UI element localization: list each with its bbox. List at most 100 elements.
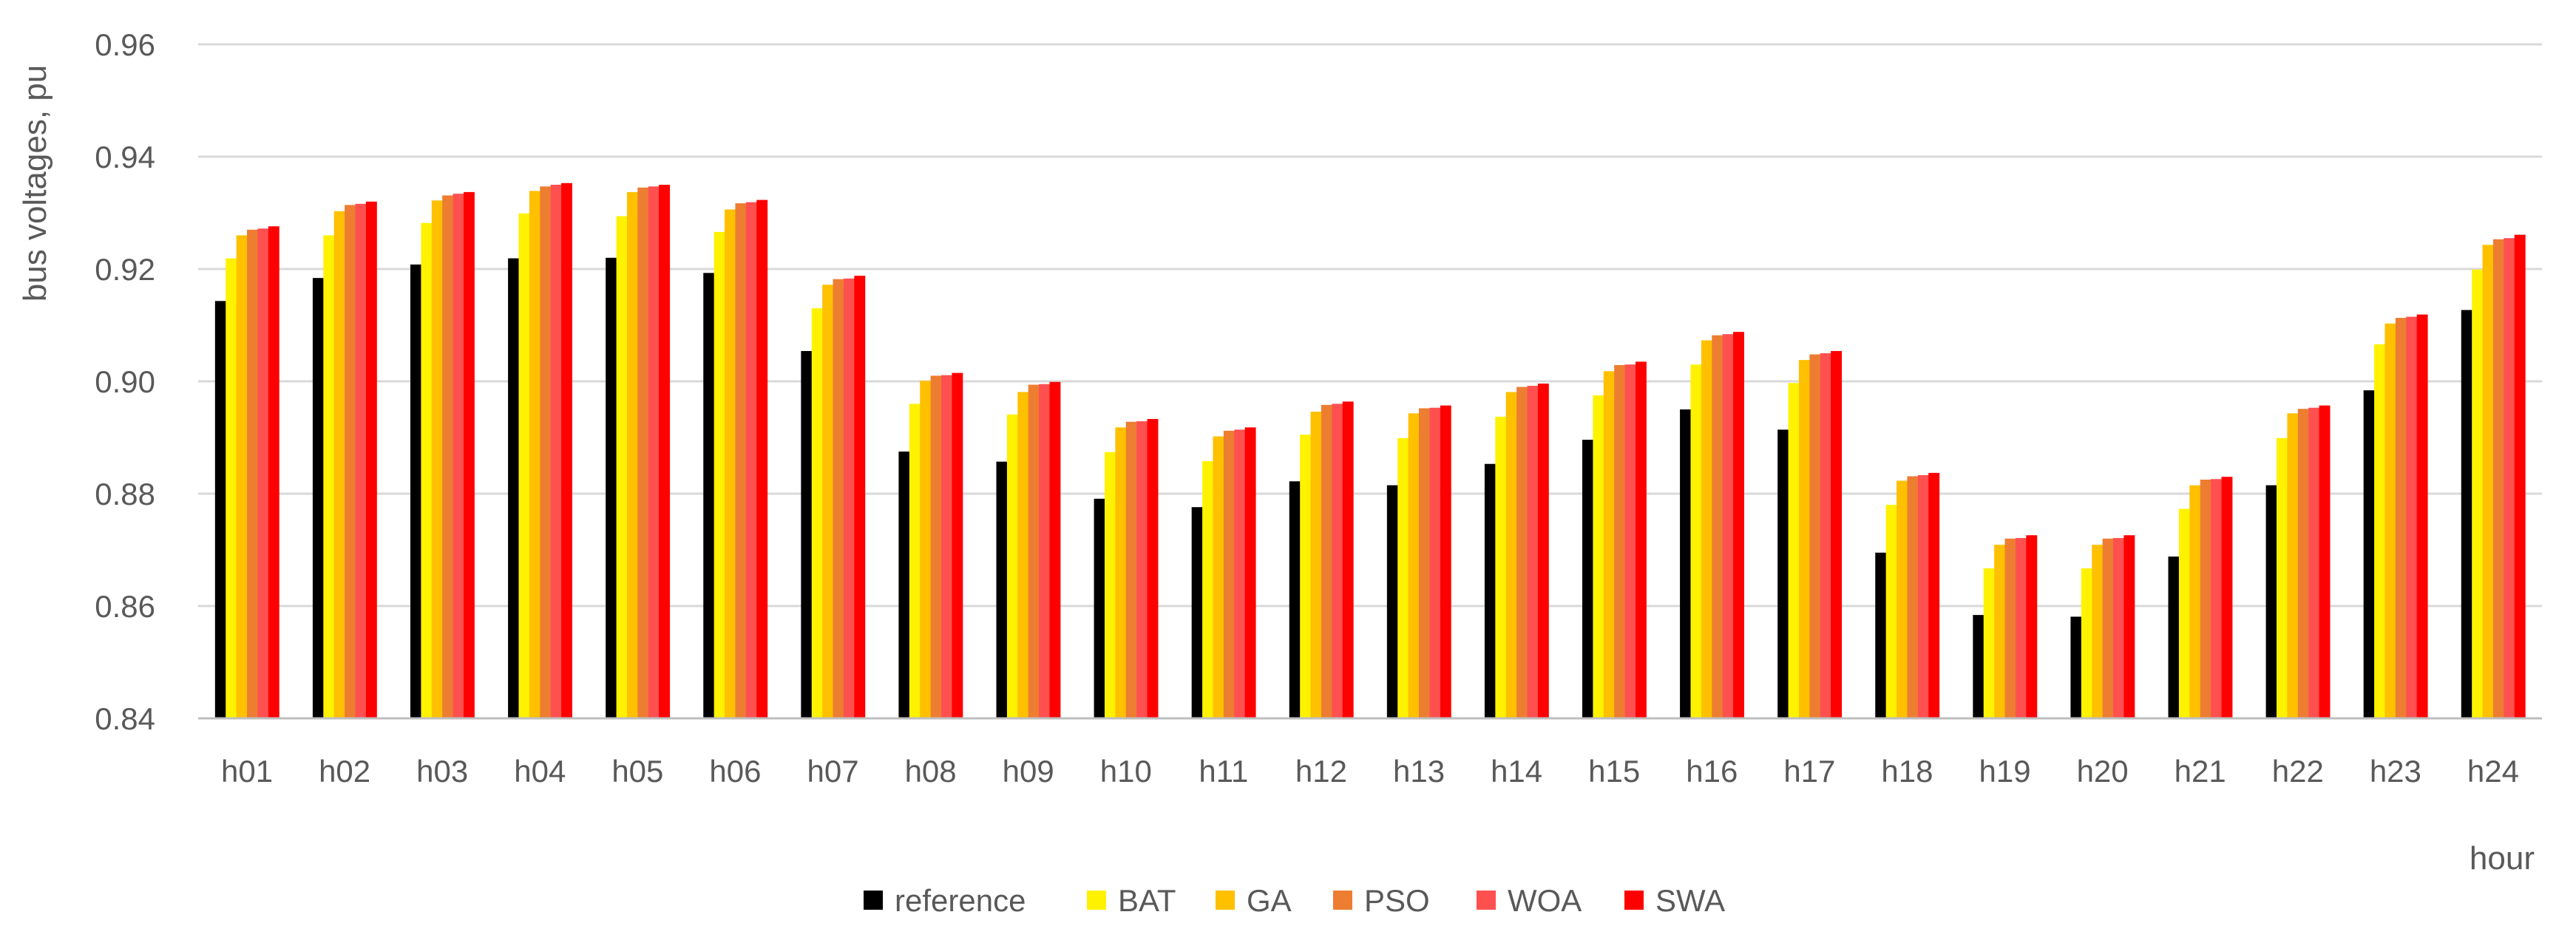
bar-bat-h11 [1202,460,1213,718]
x-tick-label: h20 [2077,754,2129,789]
bar-bat-h03 [421,222,433,718]
bar-bat-h17 [1788,383,1800,718]
bar-reference-h17 [1777,429,1789,718]
bar-reference-h09 [996,461,1008,718]
bar-reference-h01 [214,301,226,718]
bar-bat-h18 [1885,505,1897,718]
bar-woa-h05 [648,186,660,718]
legend-label-ga: GA [1247,883,1292,918]
bar-swa-h03 [464,191,475,718]
legend-label-swa: SWA [1655,883,1725,918]
bar-swa-h13 [1440,405,1451,718]
bar-woa-h24 [2504,238,2515,718]
bar-reference-h04 [508,258,519,718]
bar-bat-h07 [811,308,823,718]
legend-swatch-pso [1333,891,1352,910]
bar-reference-h03 [410,264,421,718]
bar-swa-h23 [2416,314,2428,718]
bar-ga-h20 [2092,545,2104,718]
bar-pso-h14 [1516,387,1528,718]
bar-reference-h14 [1484,463,1496,718]
bar-woa-h06 [745,202,757,718]
bar-bat-h19 [1983,568,1995,718]
bar-swa-h04 [561,183,572,719]
y-tick-labels: 0.84 0.86 0.88 0.90 0.92 0.94 0.96 [95,27,155,736]
x-tick-label: h16 [1686,754,1738,789]
bar-pso-h02 [345,205,356,718]
bar-reference-h20 [2070,616,2082,718]
bar-swa-h09 [1049,381,1061,718]
legend-swatch-bat [1087,891,1106,910]
legend-label-pso: PSO [1364,883,1430,918]
bar-pso-h12 [1321,404,1332,718]
bar-swa-h16 [1733,332,1744,718]
bar-woa-h13 [1429,407,1441,718]
bar-ga-h10 [1115,427,1127,718]
bar-reference-h16 [1680,409,1691,718]
bar-ga-h14 [1505,392,1517,718]
y-tick-label: 0.94 [95,140,155,174]
bar-ga-h24 [2482,245,2494,718]
bar-pso-h24 [2492,239,2504,719]
bar-bat-h02 [323,235,335,718]
bar-bat-h01 [226,258,237,718]
bar-bat-h14 [1495,416,1507,718]
x-tick-label: h21 [2175,754,2226,789]
y-tick-label: 0.86 [95,589,155,624]
bar-woa-h09 [1039,384,1051,718]
bar-ga-h04 [529,191,540,718]
bar-reference-h18 [1875,552,1887,718]
bar-ga-h12 [1310,412,1322,718]
bar-reference-h21 [2168,556,2180,718]
bar-reference-h24 [2461,310,2472,719]
bar-ga-h17 [1798,360,1810,718]
bar-swa-h08 [952,372,963,718]
bar-pso-h05 [637,187,649,719]
x-tick-label: h05 [611,754,663,789]
bar-pso-h22 [2297,409,2309,718]
bar-bat-h06 [714,231,725,719]
bar-reference-h13 [1386,485,1398,718]
bar-ga-h02 [333,211,345,719]
bar-woa-h10 [1136,421,1148,718]
x-tick-label: h04 [514,754,566,789]
bar-swa-h24 [2514,234,2526,718]
bar-bat-h12 [1300,435,1312,718]
bar-bat-h04 [518,213,530,718]
bar-ga-h11 [1213,436,1224,718]
x-tick-label: h11 [1199,754,1248,789]
bar-ga-h18 [1897,480,1908,718]
bar-woa-h15 [1624,364,1636,718]
x-tick-label: h17 [1783,754,1835,789]
legend-swatch-woa [1477,891,1496,910]
x-tick-label: h07 [807,754,859,789]
x-tick-label: h10 [1100,754,1152,789]
legend-swatch-swa [1624,891,1644,910]
bar-woa-h14 [1527,386,1539,718]
bar-ga-h05 [626,191,638,718]
bar-swa-h18 [1928,472,1940,718]
bar-swa-h07 [854,276,866,718]
bar-ga-h19 [1994,545,2006,718]
bar-woa-h01 [257,228,269,718]
bar-pso-h09 [1028,384,1040,718]
bar-swa-h01 [268,226,279,718]
y-axis-title: bus voltages, pu [17,65,53,302]
legend-label-woa: WOA [1508,883,1582,918]
bar-pso-h08 [930,375,942,718]
x-tick-label: h15 [1588,754,1640,789]
bar-ga-h16 [1701,340,1712,718]
bar-bat-h24 [2472,269,2484,718]
bar-woa-h02 [355,203,367,719]
bar-reference-h02 [312,278,324,718]
bar-woa-h23 [2406,316,2418,719]
x-tick-label: h23 [2370,754,2421,789]
bar-woa-h11 [1234,429,1246,718]
bar-woa-h18 [1917,474,1929,718]
bar-pso-h03 [442,195,454,718]
y-tick-label: 0.96 [95,27,155,62]
bar-bat-h16 [1690,364,1702,718]
bar-pso-h13 [1419,408,1430,718]
bar-pso-h16 [1712,335,1723,718]
